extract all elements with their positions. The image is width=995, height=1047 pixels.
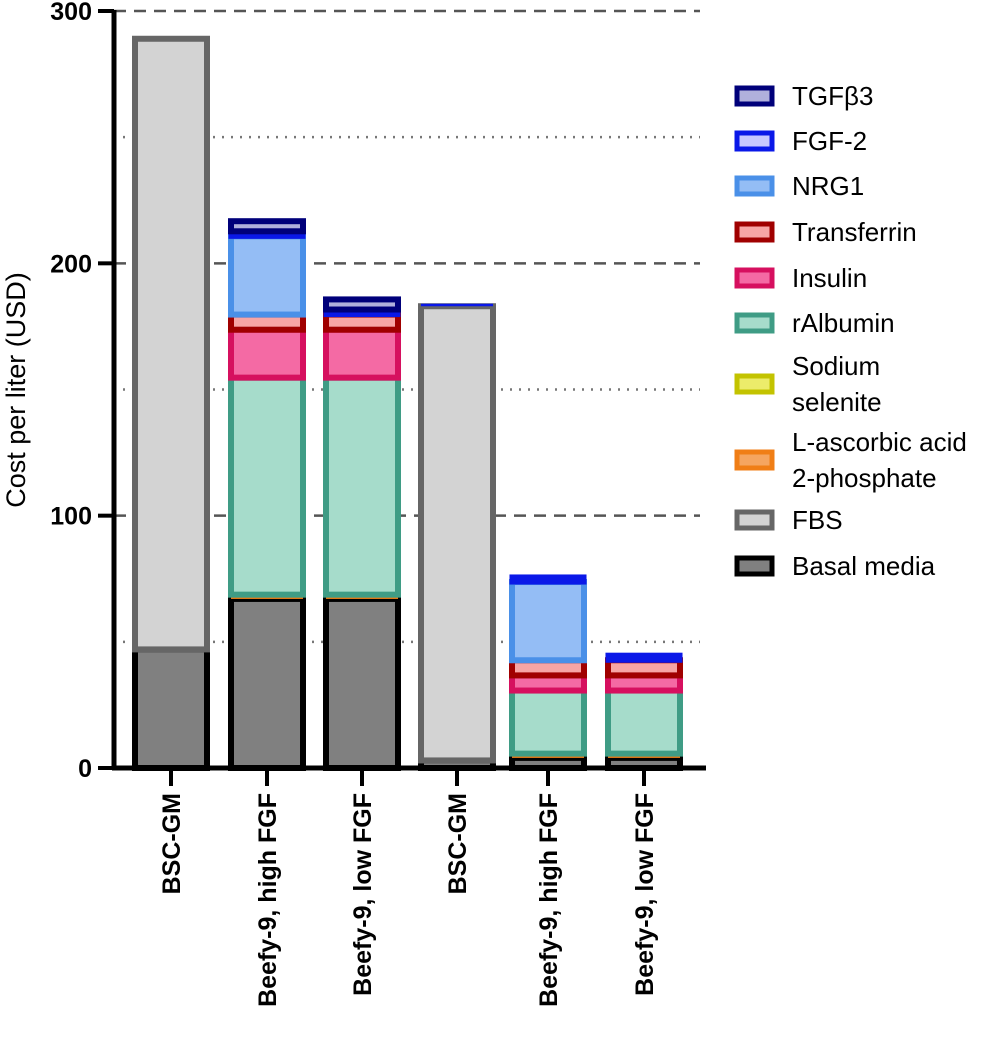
legend: TGFβ3 FGF-2 NRG1 Transferrin Insulin rAlbumin… [734,81,967,581]
bar-segment [228,595,306,771]
legend-swatch [734,221,775,243]
bar-segment [323,595,401,771]
bar-segment [323,374,401,598]
legend-swatch [734,130,775,152]
legend-label: FGF-2 [792,126,867,156]
legend-label: Sodium selenite [792,351,882,417]
y-tick-label: 0 [78,755,92,783]
y-tick-label: 300 [50,0,92,26]
x-tick-label: BSC-GM [444,793,472,894]
legend-swatch [734,312,775,334]
legend-label: L-ascorbic acid 2-phosphate [792,427,967,493]
bar-segment [605,652,683,663]
legend-label-line: Transferrin [792,217,917,247]
bar-segment [509,687,587,757]
x-tick-label: Beefy-9, high FGF [254,793,282,1007]
x-tick-label: Beefy-9, low FGF [631,793,659,996]
legend-label: TGFβ3 [792,81,873,111]
legend-swatch [734,267,775,289]
legend-label-line: rAlbumin [792,308,895,338]
legend-label: FBS [792,505,843,535]
y-tick-label: 100 [50,503,92,531]
bar-segment [421,303,493,307]
legend-label: Basal media [792,551,936,581]
bar-segment [323,326,401,381]
bar-segment [132,646,210,771]
y-ticks: 0 100 200 300 [50,0,114,783]
legend-label: rAlbumin [792,308,895,338]
legend-label-line: selenite [792,387,882,417]
legend-swatch [734,85,775,107]
bar-segment [228,218,306,235]
legend-swatch [734,555,775,577]
bar-segment [228,326,306,381]
legend-swatch [734,449,775,471]
legend-label-line: 2-phosphate [792,463,937,493]
bar-segment [418,303,496,764]
legend-label-line: FBS [792,505,843,535]
legend-label-line: FGF-2 [792,126,867,156]
legend-label-line: Sodium [792,351,880,381]
bar-segment [323,296,401,313]
legend-swatch [734,373,775,395]
bar-segment [228,374,306,598]
legend-swatch [734,509,775,531]
legend-label-line: Insulin [792,263,867,293]
legend-label: NRG1 [792,171,864,201]
legend-label: Insulin [792,263,867,293]
x-tick-label: Beefy-9, high FGF [535,793,563,1007]
legend-label-line: NRG1 [792,171,864,201]
legend-label-line: L-ascorbic acid [792,427,967,457]
bar-segment [228,233,306,318]
bar-segment [605,687,683,757]
bar-segment [509,574,587,585]
x-ticks: BSC-GM Beefy-9, high FGF Beefy-9, low FGF B… [158,768,659,1007]
legend-label-line: TGFβ3 [792,81,873,111]
legend-label: Transferrin [792,217,917,247]
x-tick-label: Beefy-9, low FGF [349,793,377,996]
axes [111,10,706,771]
bars [132,35,683,772]
legend-label-line: Basal media [792,551,936,581]
gridlines [114,9,700,644]
y-axis-title: Cost per liter (USD) [1,272,31,508]
bar-segment [132,35,210,653]
y-tick-label: 200 [50,250,92,278]
legend-swatch [734,175,775,197]
bar-segment [509,579,587,664]
x-tick-label: BSC-GM [158,793,186,894]
